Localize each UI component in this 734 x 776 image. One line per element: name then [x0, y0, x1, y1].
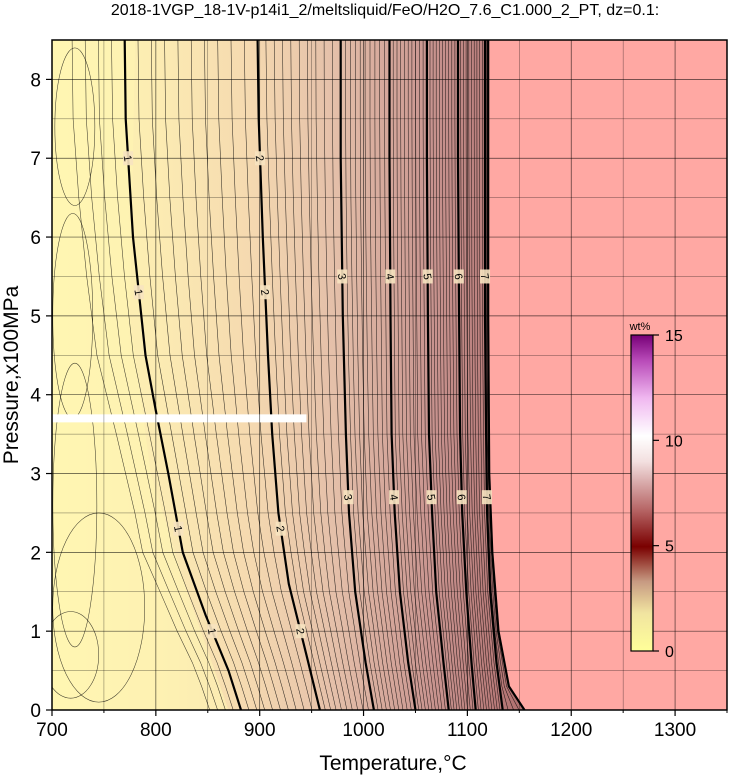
x-tick-label: 900: [244, 720, 276, 741]
svg-text:1: 1: [121, 154, 134, 162]
colorbar-tick-label: 10: [665, 433, 683, 450]
y-tick-label: 5: [30, 307, 41, 328]
svg-text:4: 4: [387, 493, 400, 501]
svg-text:5: 5: [424, 493, 437, 501]
contour-loop: [52, 362, 98, 648]
contour-label: 2: [273, 521, 286, 536]
svg-text:3: 3: [335, 273, 348, 281]
x-axis-label: Temperature,°C: [319, 752, 466, 775]
contour-label: 3: [335, 269, 348, 284]
contour-label: 1: [131, 285, 144, 300]
colorbar-title: wt%: [629, 321, 651, 333]
svg-text:1: 1: [205, 627, 218, 635]
y-tick-label: 1: [30, 622, 41, 643]
svg-text:7: 7: [478, 273, 491, 281]
chart-title: 2018-1VGP_18-1V-p14i1_2/meltsliquid/FeO/…: [111, 2, 659, 19]
x-tick-label: 700: [36, 720, 68, 741]
svg-text:6: 6: [454, 493, 467, 501]
y-tick-label: 0: [30, 701, 41, 722]
contour-label: 2: [253, 151, 266, 166]
y-tick-label: 4: [30, 386, 41, 407]
contour-label: 6: [454, 490, 467, 505]
contour-label: 6: [451, 269, 464, 284]
contour-loop: [52, 611, 99, 699]
svg-text:2: 2: [253, 154, 266, 162]
colorbar: wt% 0 5 10 15: [629, 321, 683, 661]
y-tick-label: 6: [30, 228, 41, 249]
x-tick-label: 1000: [342, 720, 384, 741]
colorbar-tick-label: 5: [665, 539, 674, 556]
svg-text:3: 3: [341, 493, 354, 501]
plot-frame: [51, 39, 728, 711]
svg-text:7: 7: [479, 493, 492, 501]
contour-label: 1: [171, 521, 184, 536]
svg-text:1: 1: [131, 288, 144, 296]
y-tick-label: 7: [30, 149, 41, 170]
colorbar-gradient: [630, 334, 654, 652]
contour-label: 2: [258, 285, 271, 300]
contour-label: 7: [479, 490, 492, 505]
svg-text:5: 5: [420, 273, 433, 281]
contour-label: 5: [420, 269, 433, 284]
contour-loop: [54, 47, 96, 206]
y-tick-label: 2: [30, 543, 41, 564]
colorbar-tick-label: 15: [665, 328, 683, 345]
colorbar-tick-label: 0: [665, 644, 674, 661]
x-tick-label: 1200: [550, 720, 592, 741]
svg-text:1: 1: [171, 525, 184, 533]
svg-text:2: 2: [293, 627, 306, 635]
contour-label: 7: [478, 269, 491, 284]
contour-label: 4: [383, 269, 396, 284]
x-tick-label: 1300: [654, 720, 696, 741]
contour-label: 1: [121, 151, 134, 166]
contour-label: 4: [387, 490, 400, 505]
svg-text:2: 2: [258, 288, 271, 296]
contour-label: 2: [293, 624, 306, 639]
contour-label: 3: [341, 490, 354, 505]
y-tick-label: 3: [30, 465, 41, 486]
y-tick-label: 8: [30, 70, 41, 91]
svg-text:4: 4: [383, 273, 396, 281]
x-tick-label: 800: [140, 720, 172, 741]
contour-label: 5: [424, 490, 437, 505]
svg-text:6: 6: [451, 273, 464, 281]
highlight-band: [52, 414, 307, 423]
y-axis-label: Pressure,x100MPa: [0, 285, 23, 464]
contour-label: 1: [205, 624, 218, 639]
x-tick-label: 1100: [447, 720, 488, 741]
contour-1: [123, 40, 243, 710]
svg-text:2: 2: [273, 525, 286, 533]
